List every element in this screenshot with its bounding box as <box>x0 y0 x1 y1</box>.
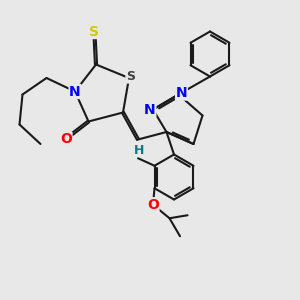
Text: N: N <box>69 85 81 98</box>
Text: H: H <box>134 143 145 157</box>
Text: N: N <box>176 86 187 100</box>
Text: O: O <box>147 198 159 212</box>
Text: O: O <box>60 133 72 146</box>
Text: N: N <box>144 103 156 116</box>
Text: S: S <box>89 25 100 38</box>
Text: S: S <box>126 70 135 83</box>
